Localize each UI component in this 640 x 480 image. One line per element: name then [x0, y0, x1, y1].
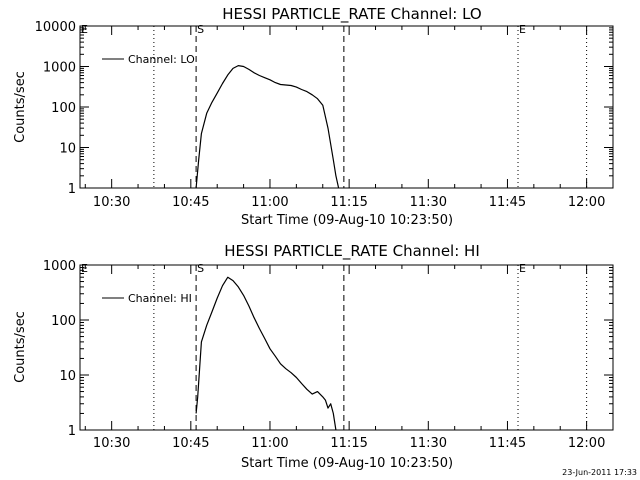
- panel-lo-vline-label-4: E: [519, 23, 526, 36]
- panel-lo-x-tick-label-6: 12:00: [568, 195, 605, 210]
- panel-hi-vline-label-0: E: [81, 262, 88, 275]
- panel-lo-y-tick-label-1: 10: [59, 142, 76, 157]
- panel-lo-xlabel: Start Time (09-Aug-10 10:23:50): [241, 213, 453, 228]
- panel-lo-x-tick-label-3: 11:15: [330, 195, 367, 210]
- panel-hi-x-tick-label-6: 12:00: [568, 436, 605, 451]
- panel-hi-frame: [79, 264, 614, 431]
- panel-lo-xticks: 10:30 10:45 11:00 11:15 11:30 11:45 12:00: [84, 26, 614, 210]
- panel-hi-x-tick-label-0: 10:30: [93, 436, 130, 451]
- panel-lo-yticks: 1 10 100 1000 10000: [35, 20, 613, 197]
- panel-lo-ylabel: Counts/sec: [13, 71, 28, 143]
- panel-lo-y-tick-label-2: 100: [51, 101, 76, 116]
- panel-lo: HESSI PARTICLE_RATE Channel: LO Counts/s…: [13, 5, 614, 228]
- panel-lo-series-line-0: [195, 64, 340, 189]
- panel-hi-x-tick-label-3: 11:15: [330, 436, 367, 451]
- panel-hi-y-tick-label-2: 100: [51, 314, 76, 329]
- panel-hi-x-tick-label-1: 10:45: [172, 436, 209, 451]
- panel-hi-legend: Channel: HI: [102, 292, 192, 305]
- panel-hi-x-tick-label-5: 11:45: [489, 436, 526, 451]
- panel-hi: HESSI PARTICLE_RATE Channel: HI Counts/s…: [13, 242, 614, 471]
- panel-lo-x-tick-label-4: 11:30: [410, 195, 447, 210]
- panel-hi-title: HESSI PARTICLE_RATE Channel: HI: [224, 242, 480, 261]
- panel-hi-xlabel: Start Time (09-Aug-10 10:23:50): [241, 456, 453, 471]
- panel-hi-x-tick-label-4: 11:30: [410, 436, 447, 451]
- panel-lo-vline-label-2: S: [197, 23, 204, 36]
- panel-hi-ylabel: Counts/sec: [13, 311, 28, 383]
- panel-hi-plot: [195, 276, 337, 431]
- panel-lo-plot: [195, 64, 340, 189]
- footer-timestamp: 23-Jun-2011 17:33: [562, 468, 637, 477]
- panel-hi-y-tick-label-0: 1: [68, 424, 76, 439]
- panel-hi-y-tick-label-1: 10: [59, 369, 76, 384]
- panel-lo-y-tick-label-4: 10000: [35, 20, 76, 35]
- panel-lo-x-tick-label-0: 10:30: [93, 195, 130, 210]
- panel-hi-y-tick-label-3: 1000: [43, 259, 76, 274]
- panel-hi-xticks: 10:30 10:45 11:00 11:15 11:30 11:45 12:00: [84, 265, 614, 451]
- panel-lo-x-tick-label-1: 10:45: [172, 195, 209, 210]
- panel-lo-frame: [79, 25, 614, 189]
- panel-hi-series-line-0: [195, 276, 337, 431]
- panel-lo-title: HESSI PARTICLE_RATE Channel: LO: [222, 5, 481, 24]
- panel-hi-yticks: 1 10 100 1000: [43, 259, 613, 439]
- panel-lo-x-tick-label-5: 11:45: [489, 195, 526, 210]
- panel-lo-legend: Channel: LO: [102, 53, 195, 66]
- panel-lo-x-tick-label-2: 11:00: [251, 195, 288, 210]
- panel-hi-legend-label: Channel: HI: [128, 292, 192, 305]
- panel-lo-vline-label-0: E: [81, 23, 88, 36]
- panel-hi-x-tick-label-2: 11:00: [251, 436, 288, 451]
- panel-lo-y-tick-label-3: 1000: [43, 61, 76, 76]
- panel-lo-legend-label: Channel: LO: [128, 53, 195, 66]
- panel-hi-vline-label-2: S: [197, 262, 204, 275]
- panel-lo-y-tick-label-0: 1: [68, 182, 76, 197]
- panel-hi-vline-label-4: E: [519, 262, 526, 275]
